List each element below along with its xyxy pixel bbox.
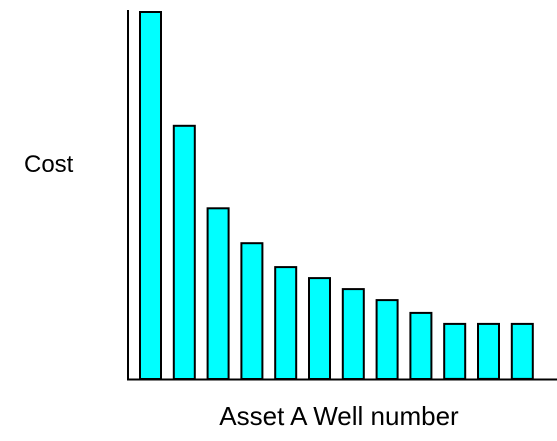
bar-well-4	[240, 242, 264, 380]
bar-well-11	[477, 322, 500, 380]
bar-well-12	[510, 322, 534, 380]
bar-well-7	[341, 288, 365, 381]
bar-well-5	[274, 266, 298, 381]
bar-well-9	[409, 311, 433, 380]
x-axis-label: Asset A Well number	[219, 401, 459, 431]
bar-well-3	[206, 207, 230, 380]
y-axis-label: Cost	[24, 151, 74, 178]
bar-well-2	[172, 124, 196, 380]
bar-well-8	[375, 299, 399, 381]
bar-well-1	[139, 11, 162, 380]
bars-group	[139, 11, 534, 381]
bar-well-6	[308, 277, 331, 381]
bar-well-10	[443, 322, 467, 380]
